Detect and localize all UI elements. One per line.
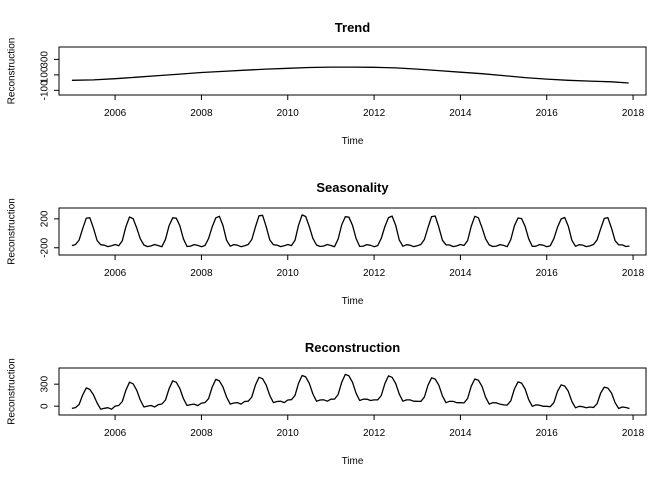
plot-frame-0 [58, 46, 647, 96]
y-tick-label-1-1: 200 [40, 210, 51, 227]
x-tick-label-1-5: 2016 [536, 268, 559, 279]
x-tick-label-2-6: 2018 [622, 428, 645, 439]
x-tick-label-2-4: 2014 [449, 428, 472, 439]
x-tick-label-0-4: 2014 [449, 108, 472, 119]
x-tick-label-1-3: 2012 [363, 268, 386, 279]
y-tick-label-2-1: 300 [40, 375, 51, 392]
y-tick-label-0-1: 100 [40, 66, 51, 83]
x-tick-label-1-4: 2014 [449, 268, 472, 279]
series-line-2 [71, 373, 630, 410]
x-tick-label-2-2: 2010 [277, 428, 300, 439]
y-axis-label-2: Reconstruction [7, 358, 18, 425]
x-tick-label-2-5: 2016 [536, 428, 559, 439]
y-tick-label-0-0: -100 [40, 80, 51, 100]
x-tick-label-1-1: 2008 [190, 268, 213, 279]
x-axis-label-1: Time [342, 296, 364, 307]
series-line-1 [71, 214, 630, 248]
y-axis-label-0: Reconstruction [7, 38, 18, 105]
x-tick-label-0-1: 2008 [190, 108, 213, 119]
x-tick-label-0-5: 2016 [536, 108, 559, 119]
x-axis-label-0: Time [342, 136, 364, 147]
x-tick-label-0-6: 2018 [622, 108, 645, 119]
y-tick-label-2-0: 0 [40, 403, 51, 409]
plot-frame-2 [58, 367, 647, 416]
x-axis-label-2: Time [342, 456, 364, 467]
x-tick-label-1-6: 2018 [622, 268, 645, 279]
y-tick-label-1-0: -200 [40, 237, 51, 257]
x-tick-label-0-3: 2012 [363, 108, 386, 119]
series-line-0 [71, 66, 629, 84]
x-tick-label-2-0: 2006 [104, 428, 127, 439]
x-tick-label-0-0: 2006 [104, 108, 127, 119]
chart-title-1: Seasonality [316, 180, 389, 195]
x-tick-label-1-2: 2010 [277, 268, 300, 279]
y-axis-label-1: Reconstruction [7, 198, 18, 265]
x-tick-label-2-1: 2008 [190, 428, 213, 439]
y-tick-label-0-2: 300 [40, 51, 51, 68]
chart-title-0: Trend [335, 20, 370, 35]
x-tick-label-2-3: 2012 [363, 428, 386, 439]
plot-frame-1 [58, 207, 647, 256]
x-tick-label-1-0: 2006 [104, 268, 127, 279]
chart-title-2: Reconstruction [305, 340, 400, 355]
x-tick-label-0-2: 2010 [277, 108, 300, 119]
